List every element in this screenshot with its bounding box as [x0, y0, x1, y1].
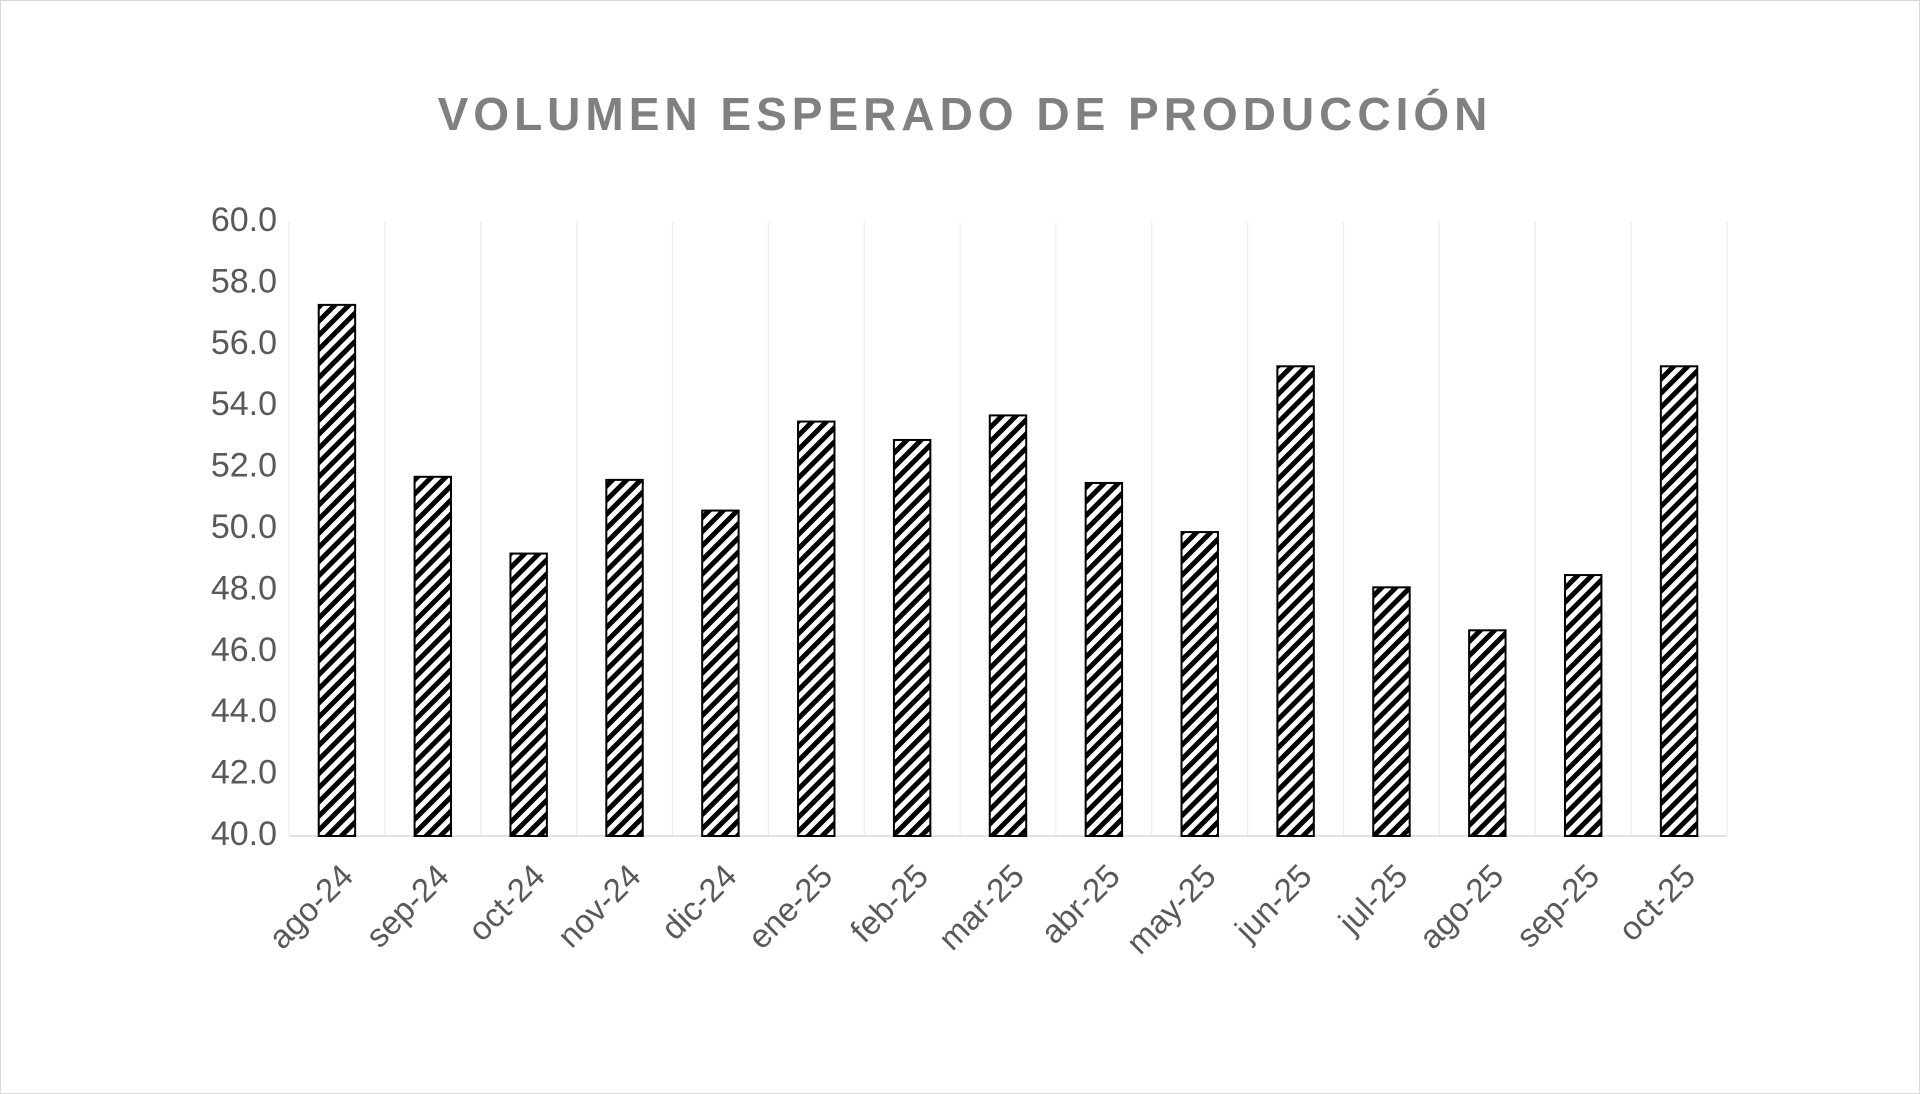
chart-title: VOLUMEN ESPERADO DE PRODUCCIÓN — [438, 88, 1493, 140]
bar — [1276, 365, 1315, 837]
y-tick-label: 52.0 — [211, 447, 277, 485]
y-tick-label: 40.0 — [211, 815, 277, 853]
y-tick-label: 44.0 — [211, 692, 277, 730]
y-tick-label: 54.0 — [211, 385, 277, 423]
y-tick-label: 58.0 — [211, 262, 277, 300]
bar — [605, 478, 644, 837]
bar — [1468, 629, 1507, 837]
bar — [317, 303, 357, 837]
bar — [1372, 586, 1411, 838]
bar — [892, 438, 932, 837]
y-tick-label: 50.0 — [211, 508, 277, 546]
y-tick-label: 42.0 — [211, 754, 277, 792]
bar — [1180, 531, 1219, 837]
bar — [509, 552, 548, 837]
bar — [1563, 574, 1603, 837]
y-tick-label: 56.0 — [211, 324, 277, 362]
y-tick-label: 60.0 — [211, 201, 277, 239]
bar — [701, 509, 740, 837]
bar — [1659, 365, 1699, 837]
y-tick-label: 48.0 — [211, 569, 277, 607]
bar — [797, 420, 836, 837]
bar — [413, 475, 453, 837]
bar — [988, 414, 1028, 837]
bar — [1084, 481, 1124, 837]
y-tick-label: 46.0 — [211, 631, 277, 669]
